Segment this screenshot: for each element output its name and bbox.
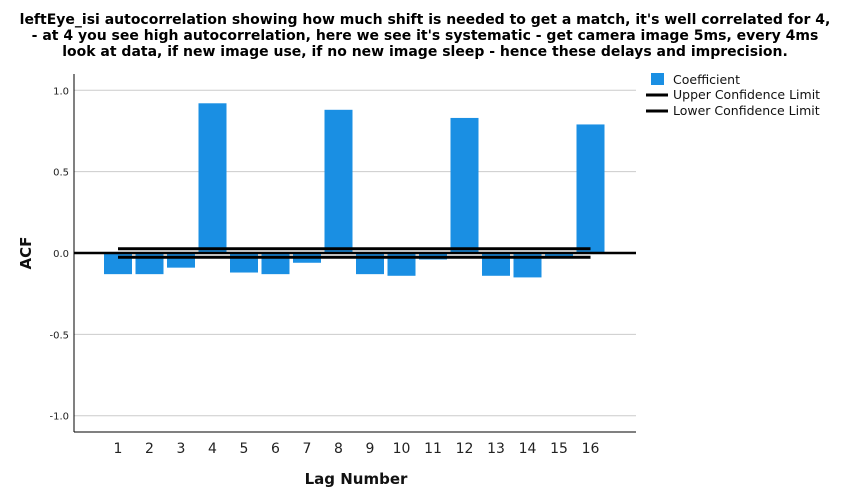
y-tick-label: -0.5 bbox=[49, 330, 69, 341]
bar-lag-16 bbox=[576, 124, 605, 253]
x-tick-label: 3 bbox=[177, 441, 186, 457]
axes bbox=[73, 74, 636, 433]
x-tick-label: 10 bbox=[393, 441, 411, 457]
x-tick-label: 6 bbox=[271, 441, 280, 457]
chart-title-line-1: leftEye_isi autocorrelation showing how … bbox=[19, 12, 831, 28]
legend-label-lower-limit: Lower Confidence Limit bbox=[673, 103, 820, 118]
x-tick-label: 11 bbox=[424, 441, 442, 457]
chart-title: leftEye_isi autocorrelation showing how … bbox=[0, 12, 850, 60]
x-tick-label: 14 bbox=[519, 441, 537, 457]
bar-lag-15 bbox=[545, 253, 573, 258]
chart-title-line-3: look at data, if new image use, if no ne… bbox=[62, 44, 788, 60]
confidence-limits bbox=[74, 247, 636, 259]
y-tick-label: -1.0 bbox=[49, 412, 69, 423]
x-tick-label: 2 bbox=[145, 441, 154, 457]
bar-lag-12 bbox=[450, 117, 479, 253]
x-tick-label: 4 bbox=[208, 441, 217, 457]
chart-title-line-2: - at 4 you see high autocorrelation, her… bbox=[31, 28, 819, 44]
legend-label-upper-limit: Upper Confidence Limit bbox=[673, 87, 820, 102]
x-tick-label: 12 bbox=[456, 441, 474, 457]
x-tick-label: 16 bbox=[582, 441, 600, 457]
x-tick-label: 8 bbox=[334, 441, 343, 457]
x-tick-label: 5 bbox=[240, 441, 249, 457]
x-tick-label: 1 bbox=[114, 441, 123, 457]
legend: Coefficient Upper Confidence Limit Lower… bbox=[646, 72, 820, 118]
y-axis-title: ACF bbox=[17, 237, 35, 270]
x-tick-label: 13 bbox=[487, 441, 505, 457]
x-tick-labels: 1 2 3 4 5 6 7 8 9 10 11 12 13 14 15 16 bbox=[114, 441, 600, 457]
legend-label-coefficient: Coefficient bbox=[673, 72, 740, 87]
x-tick-label: 7 bbox=[303, 441, 312, 457]
y-tick-labels: 1.0 0.5 0.0 -0.5 -1.0 bbox=[49, 86, 69, 422]
x-tick-label: 15 bbox=[550, 441, 568, 457]
x-tick-label: 9 bbox=[366, 441, 375, 457]
bar-lag-4 bbox=[198, 103, 227, 253]
bar-lag-8 bbox=[324, 109, 353, 253]
y-tick-label: 1.0 bbox=[53, 86, 69, 97]
x-axis-title: Lag Number bbox=[305, 470, 408, 488]
y-tick-label: 0.0 bbox=[53, 249, 69, 260]
bar-lag-3 bbox=[167, 253, 195, 268]
bars bbox=[104, 103, 605, 278]
gridlines bbox=[74, 89, 636, 417]
legend-swatch-coefficient bbox=[651, 73, 664, 85]
y-tick-label: 0.5 bbox=[53, 168, 69, 179]
